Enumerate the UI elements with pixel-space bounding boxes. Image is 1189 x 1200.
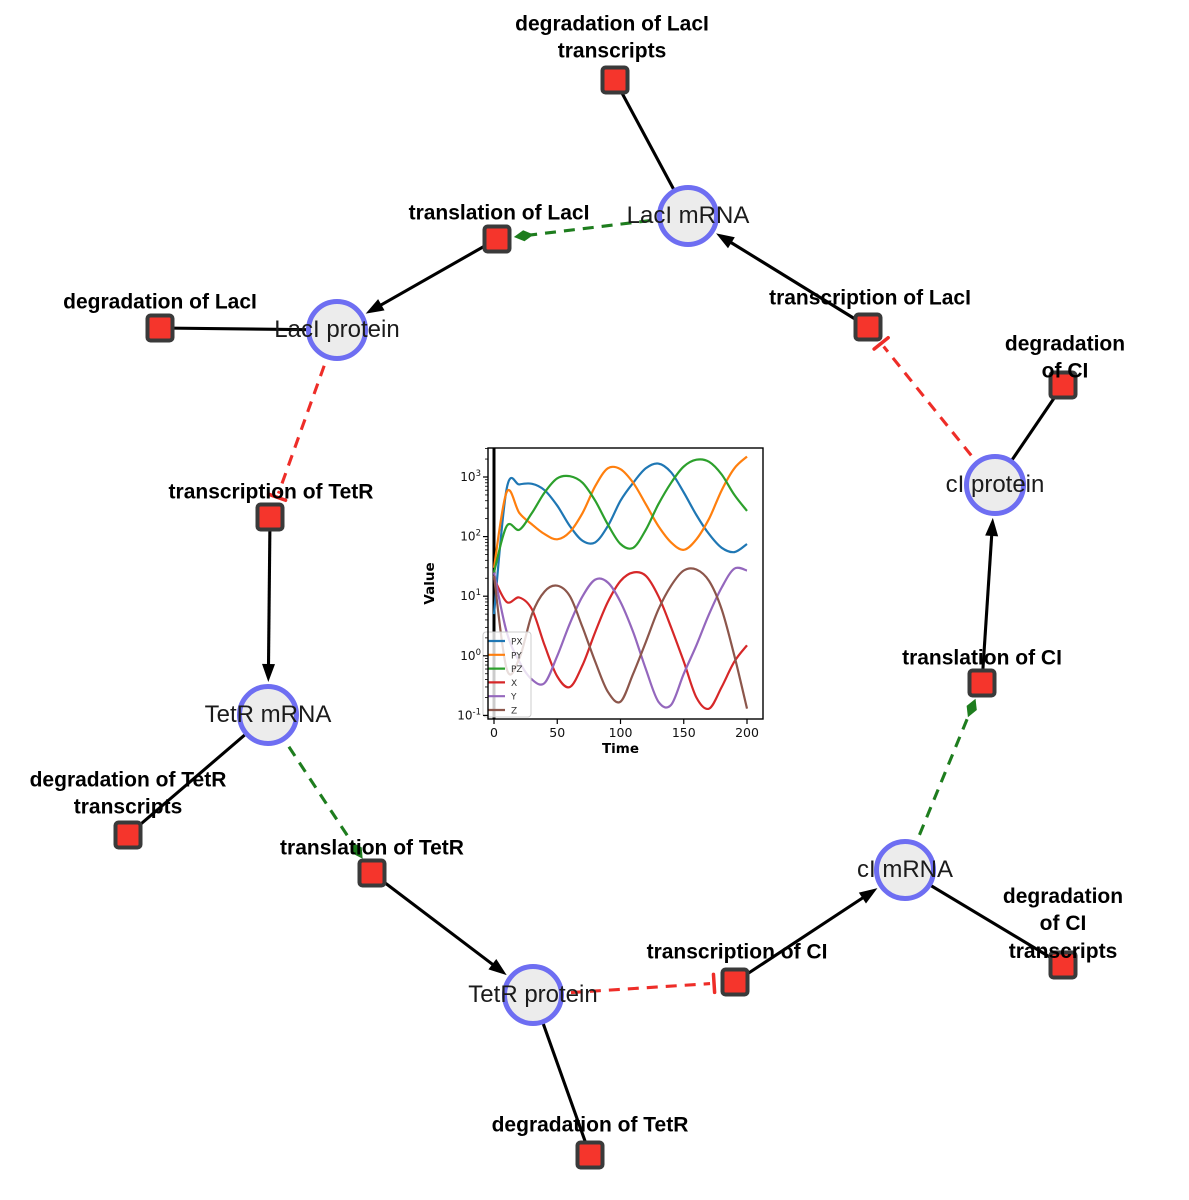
species-node-ci-mrna: [874, 839, 936, 901]
x-tick-label: 50: [549, 725, 565, 740]
production-arrowhead: [966, 698, 977, 718]
x-tick-label: 0: [490, 725, 498, 740]
series-line-PZ: [492, 458, 748, 573]
reaction-node-transcription-laci: [853, 312, 883, 342]
legend-label-Z: Z: [511, 707, 517, 717]
reaction-label-deg-tetr-tx: degradation of TetR transcripts: [29, 768, 227, 819]
production-arrowhead: [513, 230, 534, 242]
reaction-label-transcription-ci: transcription of CI: [646, 940, 828, 964]
edge-transcription-tetr-tetr-mrna: [262, 516, 276, 683]
reaction-node-deg-ci-tx: [1048, 950, 1078, 980]
x-tick-label: 150: [672, 725, 696, 740]
species-node-ci-protein: [964, 454, 1026, 516]
inhibition-bar: [266, 492, 288, 503]
reaction-node-translation-ci: [967, 668, 997, 698]
series-curves: [492, 455, 749, 711]
edge-transcription-laci-laci-mrna: [716, 233, 869, 329]
edge-translation-tetr-tetr-protein: [371, 871, 507, 976]
arrowhead: [262, 663, 276, 683]
reaction-node-deg-tetr-tx: [113, 820, 143, 850]
arrowhead: [858, 888, 878, 904]
inhibition-bar: [872, 335, 890, 351]
reaction-label-translation-ci: translation of CI: [902, 646, 1062, 670]
y-axis-label: Value: [422, 562, 438, 604]
legend-label-X: X: [511, 679, 517, 689]
series-line-PX: [492, 462, 748, 615]
legend-label-PZ: PZ: [511, 665, 523, 675]
series-line-X: [493, 570, 748, 711]
species-label-ci-protein: cI protein: [945, 471, 1045, 498]
reaction-label-transcription-laci: transcription of LacI: [769, 286, 971, 310]
reaction-node-deg-laci: [145, 313, 175, 343]
species-label-ci-mrna: cI mRNA: [857, 856, 953, 883]
legend-label-PX: PX: [511, 638, 523, 648]
x-tick-label: 200: [735, 725, 759, 740]
y-tick-label: 101: [460, 588, 481, 603]
species-label-laci-protein: LacI protein: [274, 316, 400, 343]
species-node-tetr-protein: [502, 964, 564, 1026]
species-label-tetr-protein: TetR protein: [468, 981, 598, 1008]
y-tick-label: 103: [460, 469, 481, 484]
reaction-label-deg-laci: degradation of LacI: [63, 290, 257, 314]
reaction-node-transcription-tetr: [255, 502, 285, 532]
species-node-laci-protein: [306, 299, 368, 361]
x-axis-label: Time: [602, 741, 639, 757]
species-node-laci-mrna: [657, 185, 719, 247]
reaction-label-deg-ci-tx: degradation of CI transcripts: [1002, 885, 1124, 963]
legend-label-PY: PY: [511, 651, 522, 661]
production-arrowhead: [351, 842, 363, 859]
plot-frame: [487, 447, 764, 720]
chart-legend: PX PY PZ XYZ: [482, 631, 532, 718]
reaction-node-translation-laci: [482, 224, 512, 254]
x-tick-label: 100: [609, 725, 633, 740]
reaction-label-deg-ci: degradation of CI: [1004, 332, 1126, 383]
reaction-label-deg-tetr: degradation of TetR: [491, 1113, 689, 1137]
reaction-node-deg-laci-tx: [600, 65, 630, 95]
edge-translation-laci-laci-protein: [365, 237, 498, 314]
y-tick-label: 100: [460, 648, 481, 663]
series-line-PY: [492, 455, 748, 568]
legend-label-Y: Y: [510, 693, 517, 703]
arrowhead: [985, 517, 999, 537]
arrowhead: [716, 233, 735, 249]
y-tick-label: 102: [460, 529, 481, 544]
reaction-label-transcription-tetr: transcription of TetR: [168, 480, 374, 504]
reaction-node-translation-tetr: [357, 858, 387, 888]
series-line-Y: [492, 566, 748, 709]
species-label-tetr-mrna: TetR mRNA: [204, 701, 332, 728]
reaction-label-deg-laci-tx: degradation of LacI transcripts: [515, 12, 709, 63]
inset-timeseries-chart: PX PY PZ XYZ 0 50 100 150 200 10-1 100 101 102 103 Tim…: [422, 447, 764, 757]
reaction-label-translation-tetr: translation of TetR: [280, 836, 464, 860]
inhibition-bar: [711, 972, 717, 995]
species-label-laci-mrna: LacI mRNA: [626, 202, 750, 229]
species-node-tetr-mrna: [237, 684, 299, 746]
arrowhead: [365, 299, 385, 314]
reaction-node-deg-ci: [1048, 370, 1078, 400]
reaction-label-translation-laci: translation of LacI: [408, 201, 590, 225]
edge-translation-ci-ci-protein: [980, 517, 999, 684]
reaction-node-deg-tetr: [575, 1140, 605, 1170]
edge-transcription-ci-ci-mrna: [734, 888, 878, 984]
y-tick-label: 10-1: [457, 707, 481, 722]
reaction-node-transcription-ci: [720, 967, 750, 997]
series-line-Z: [492, 567, 749, 709]
